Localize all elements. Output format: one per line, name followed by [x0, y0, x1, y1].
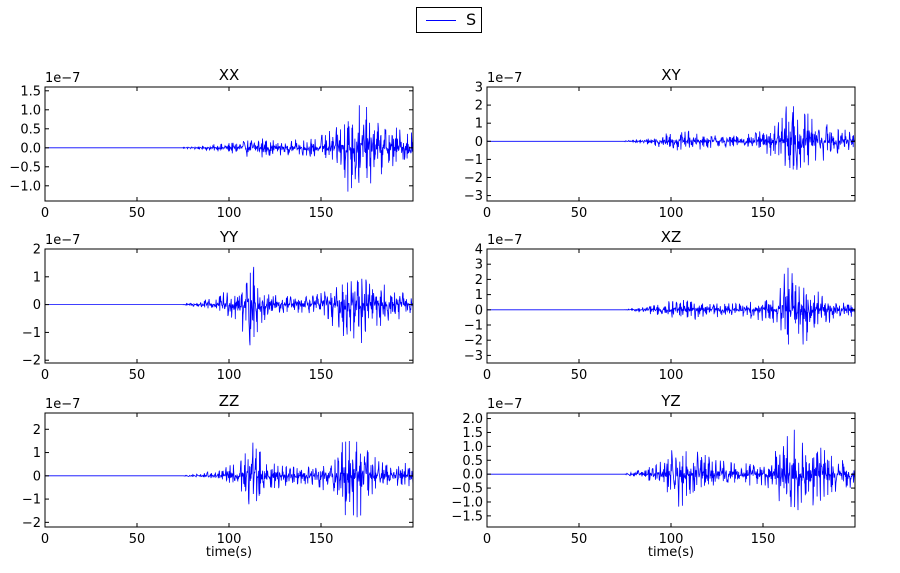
- y-tick-label: 3: [475, 258, 483, 273]
- series-line-yz: [487, 429, 856, 511]
- y-tick-label: 2: [475, 99, 483, 114]
- y-tick-label: 1.0: [20, 103, 41, 118]
- y-tick-label: −2: [22, 516, 41, 531]
- y-tick-label: 1.5: [462, 426, 483, 441]
- y-scale-label: 1e−7: [45, 233, 80, 248]
- y-tick-label: −2: [22, 354, 41, 369]
- x-tick-label: 100: [659, 206, 684, 221]
- y-tick-label: 4: [475, 243, 483, 258]
- x-tick-label: 50: [129, 532, 146, 547]
- y-tick-label: −1.0: [451, 495, 483, 510]
- y-tick-label: 0.0: [20, 141, 41, 156]
- x-tick-label: 50: [571, 532, 588, 547]
- x-tick-label: 100: [659, 368, 684, 383]
- x-axis-label: time(s): [206, 545, 252, 560]
- x-tick-label: 150: [751, 368, 776, 383]
- x-tick-label: 50: [129, 206, 146, 221]
- x-tick-label: 100: [217, 206, 242, 221]
- subplot-xx: XX 1e−7 0 50 100 150 1.5 1.0 0.5 0.0 −0.5 −1.0: [9, 66, 414, 221]
- x-tick-label: 100: [659, 532, 684, 547]
- x-tick-label: 0: [483, 532, 491, 547]
- y-tick-label: 0: [475, 135, 483, 150]
- y-tick-label: 2.0: [462, 412, 483, 427]
- axes-frame: [44, 412, 414, 528]
- series-line-yy: [45, 266, 414, 346]
- legend: S: [416, 7, 482, 33]
- subplot-yy: YY 1e−7 0 50 100 150 2 1 0 −1 −2: [22, 228, 414, 383]
- y-tick-label: −1: [464, 319, 483, 334]
- y-scale-label: 1e−7: [45, 71, 80, 86]
- subplot-title: YZ: [660, 392, 680, 410]
- y-tick-label: −2: [464, 171, 483, 186]
- subplot-title: YY: [219, 228, 239, 246]
- y-scale-label: 1e−7: [487, 397, 522, 412]
- subplot-title: XZ: [661, 228, 682, 246]
- y-tick-label: 2: [33, 243, 41, 258]
- subplot-xy: XY 1e−7 0 50 100 150 3 2 1 0 −1 −2 −3: [464, 66, 856, 221]
- x-tick-label: 150: [309, 206, 334, 221]
- y-tick-label: 0: [33, 469, 41, 484]
- y-tick-label: −3: [464, 349, 483, 364]
- y-scale-label: 1e−7: [487, 233, 522, 248]
- y-tick-label: −1: [22, 493, 41, 508]
- y-tick-label: 0.0: [462, 468, 483, 483]
- series-line-xz: [487, 267, 856, 345]
- y-tick-label: 1.0: [462, 440, 483, 455]
- subplot-title: ZZ: [219, 392, 240, 410]
- y-tick-label: 3: [475, 81, 483, 96]
- y-tick-label: −0.5: [451, 482, 483, 497]
- x-tick-label: 100: [217, 368, 242, 383]
- y-tick-label: 0: [33, 298, 41, 313]
- y-tick-label: 0: [475, 303, 483, 318]
- y-tick-label: 1: [475, 117, 483, 132]
- x-tick-label: 150: [751, 532, 776, 547]
- x-tick-label: 0: [41, 532, 49, 547]
- x-tick-label: 100: [217, 532, 242, 547]
- series-line-zz: [45, 440, 414, 518]
- x-tick-label: 50: [129, 368, 146, 383]
- x-tick-label: 150: [751, 206, 776, 221]
- x-tick-label: 50: [571, 206, 588, 221]
- y-scale-label: 1e−7: [487, 71, 522, 86]
- subplot-title: XX: [219, 66, 240, 84]
- x-tick-label: 50: [571, 368, 588, 383]
- legend-line-swatch: [426, 20, 456, 21]
- subplot-zz: ZZ 1e−7 0 50 100 150 2 1 0 −1 −2 time(s): [22, 392, 414, 560]
- x-tick-label: 150: [309, 532, 334, 547]
- subplot-yz: YZ 1e−7 0 50 100 150 2.01.51.00.50.0−0.5−1.0−1…: [451, 392, 856, 560]
- x-axis-label: time(s): [648, 545, 694, 560]
- y-tick-label: −1: [464, 153, 483, 168]
- y-tick-label: 1: [33, 446, 41, 461]
- y-tick-label: −2: [464, 334, 483, 349]
- y-tick-label: 1.5: [20, 84, 41, 99]
- x-tick-label: 0: [483, 206, 491, 221]
- x-tick-label: 0: [41, 206, 49, 221]
- x-tick-label: 0: [483, 368, 491, 383]
- y-tick-label: 2: [475, 273, 483, 288]
- y-tick-label: −3: [464, 189, 483, 204]
- y-tick-label: 2: [33, 423, 41, 438]
- y-scale-label: 1e−7: [45, 397, 80, 412]
- y-tick-label: −1.5: [451, 509, 483, 524]
- y-tick-label: −1.0: [9, 179, 41, 194]
- y-tick-label: 0.5: [462, 454, 483, 469]
- series-line-xx: [45, 105, 414, 192]
- y-tick-label: 0.5: [20, 122, 41, 137]
- legend-label: S: [466, 10, 477, 29]
- x-tick-label: 150: [309, 368, 334, 383]
- y-tick-label: 1: [475, 288, 483, 303]
- x-tick-label: 0: [41, 368, 49, 383]
- series-line-xy: [487, 106, 856, 170]
- y-tick-label: 1: [33, 270, 41, 285]
- y-tick-label: −1: [22, 326, 41, 341]
- y-tick-label: −0.5: [9, 160, 41, 175]
- subplot-title: XY: [661, 66, 681, 84]
